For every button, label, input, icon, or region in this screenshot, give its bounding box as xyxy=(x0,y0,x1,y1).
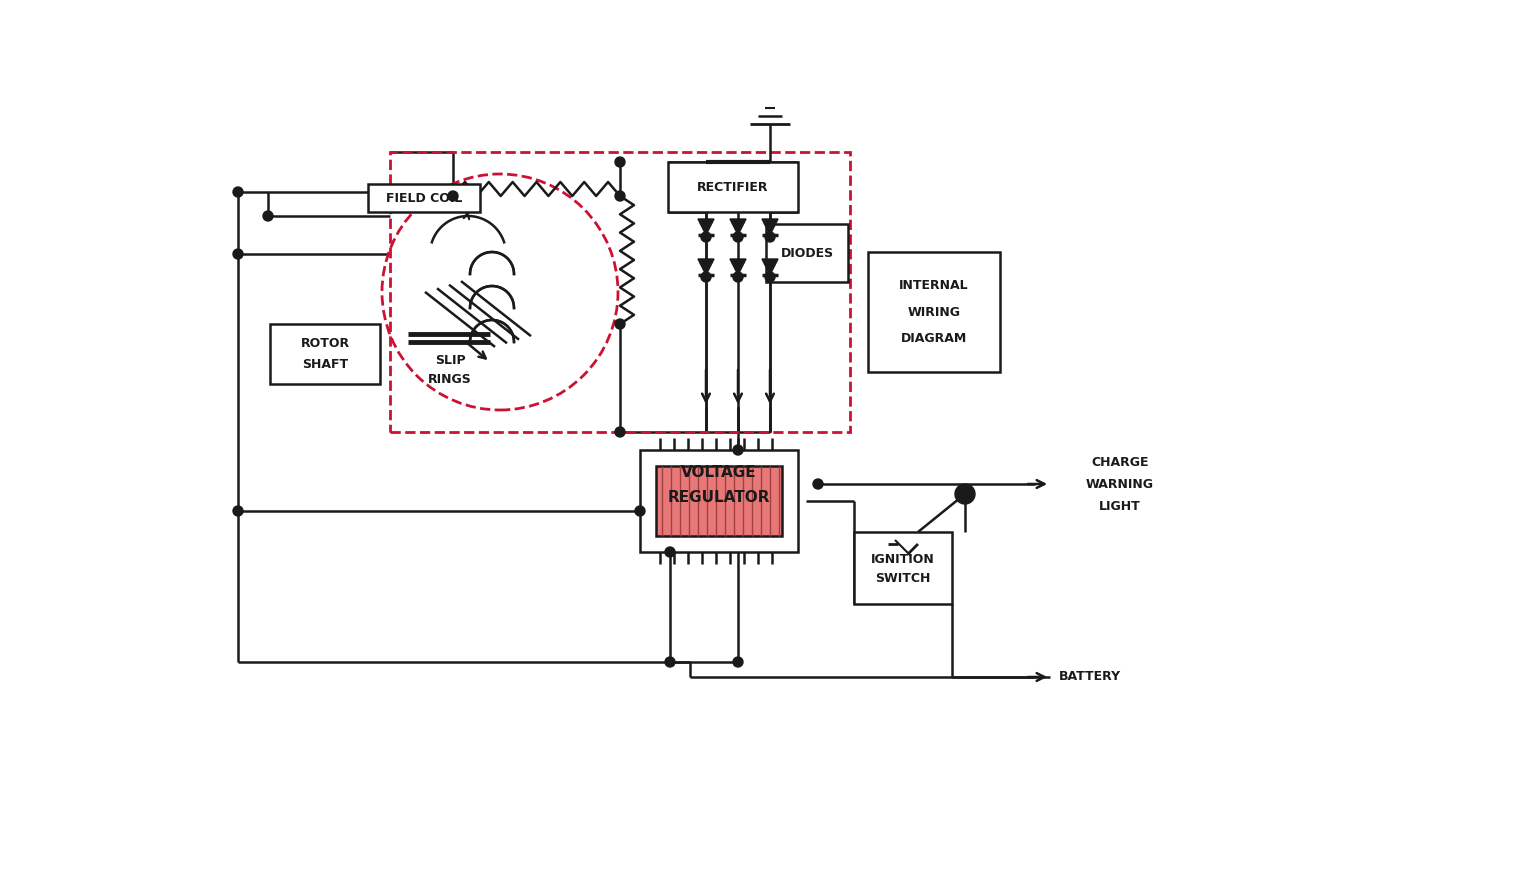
Text: BATTERY: BATTERY xyxy=(1060,671,1120,684)
Polygon shape xyxy=(763,219,778,235)
Bar xyxy=(640,450,797,552)
Circle shape xyxy=(766,272,775,282)
Circle shape xyxy=(615,191,625,201)
Text: LIGHT: LIGHT xyxy=(1099,500,1142,513)
Polygon shape xyxy=(697,259,714,275)
Bar xyxy=(270,324,381,384)
Polygon shape xyxy=(763,259,778,275)
Text: RINGS: RINGS xyxy=(428,372,471,385)
Polygon shape xyxy=(731,259,746,275)
Text: CHARGE: CHARGE xyxy=(1092,455,1149,468)
Circle shape xyxy=(955,484,975,504)
Text: WIRING: WIRING xyxy=(908,305,961,318)
Text: ROTOR: ROTOR xyxy=(300,337,350,351)
Circle shape xyxy=(666,547,675,557)
Circle shape xyxy=(233,506,243,516)
Bar xyxy=(368,184,481,212)
Bar xyxy=(669,162,797,212)
Circle shape xyxy=(666,657,675,667)
Polygon shape xyxy=(697,219,714,235)
Circle shape xyxy=(766,232,775,242)
Circle shape xyxy=(615,319,625,329)
Circle shape xyxy=(734,272,743,282)
Text: FIELD COIL: FIELD COIL xyxy=(385,192,462,205)
Bar xyxy=(854,532,952,604)
Text: RECTIFIER: RECTIFIER xyxy=(697,181,769,194)
Text: SLIP: SLIP xyxy=(435,353,465,366)
Text: SHAFT: SHAFT xyxy=(302,358,349,371)
Bar xyxy=(656,466,782,536)
Circle shape xyxy=(233,187,243,197)
Bar xyxy=(390,152,850,432)
Polygon shape xyxy=(731,219,746,235)
Circle shape xyxy=(734,232,743,242)
Text: SWITCH: SWITCH xyxy=(875,572,931,585)
Circle shape xyxy=(700,272,711,282)
Text: VOLTAGE: VOLTAGE xyxy=(681,465,756,480)
Text: DIAGRAM: DIAGRAM xyxy=(901,332,967,345)
Circle shape xyxy=(813,479,823,489)
Text: REGULATOR: REGULATOR xyxy=(667,489,770,505)
Circle shape xyxy=(615,427,625,437)
Circle shape xyxy=(233,249,243,259)
Circle shape xyxy=(700,232,711,242)
Circle shape xyxy=(615,157,625,167)
Text: INTERNAL: INTERNAL xyxy=(899,279,969,292)
Circle shape xyxy=(449,191,458,201)
Bar xyxy=(766,224,847,282)
Text: DIODES: DIODES xyxy=(781,247,834,260)
Circle shape xyxy=(734,657,743,667)
Circle shape xyxy=(734,445,743,455)
Text: WARNING: WARNING xyxy=(1085,478,1154,490)
Bar xyxy=(869,252,1001,372)
Text: IGNITION: IGNITION xyxy=(872,553,935,566)
Circle shape xyxy=(635,506,644,516)
Circle shape xyxy=(262,211,273,221)
